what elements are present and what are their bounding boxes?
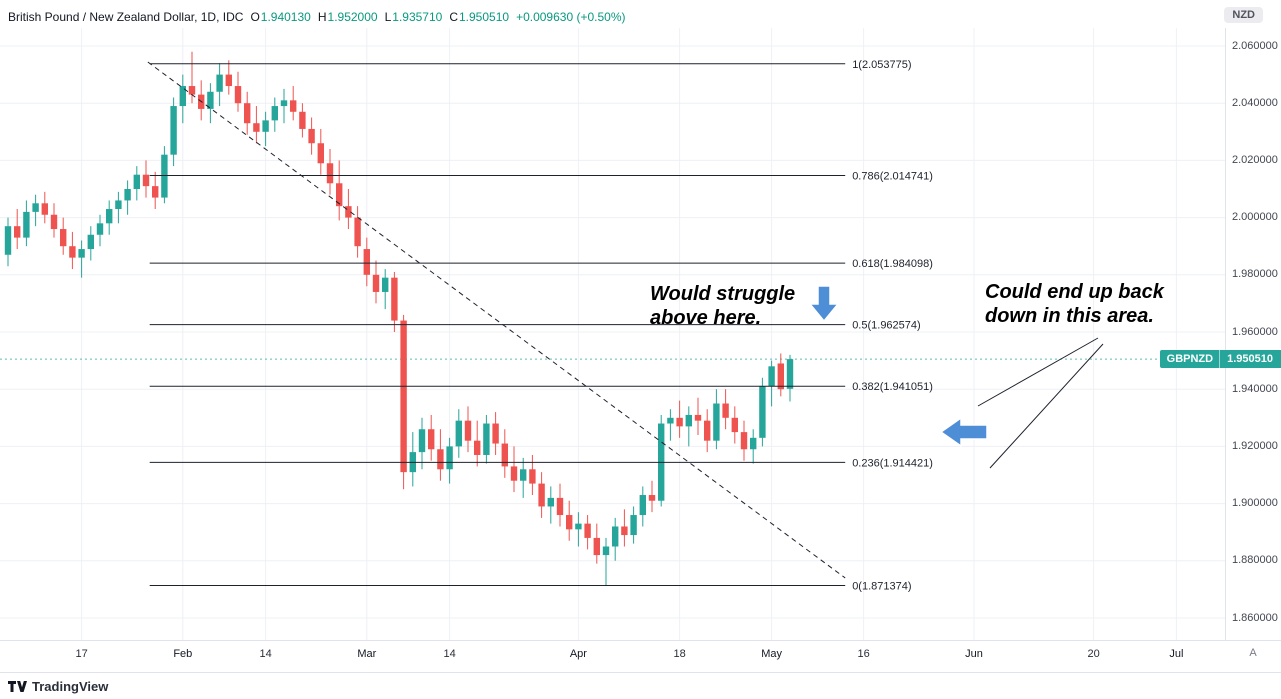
time-axis-label: 14: [443, 648, 456, 660]
fib-level-label: 0.382(1.941051): [852, 381, 933, 393]
time-axis-label: Jun: [965, 648, 983, 660]
fib-level-label: 0.786(2.014741): [852, 170, 933, 182]
price-axis-label: 1.980000: [1232, 268, 1278, 281]
time-axis-label: Feb: [173, 648, 193, 660]
note-would-struggle[interactable]: above here.: [650, 307, 761, 329]
ohlc-low: L 1.935710: [384, 10, 443, 24]
symbol-title[interactable]: British Pound / New Zealand Dollar, 1D, …: [8, 10, 244, 24]
time-axis-label: Apr: [569, 648, 587, 660]
price-axis-label: 1.940000: [1232, 382, 1278, 395]
note-could-end-up[interactable]: Could end up back: [985, 281, 1165, 303]
footer: TradingView: [0, 672, 1281, 699]
grid-layer: [0, 28, 1225, 640]
fib-retracement[interactable]: 1(2.053775) 0.786(2.014741) 0.618(1.984098…: [149, 59, 933, 593]
price-axis-label: 2.040000: [1232, 96, 1278, 109]
tradingview-logo[interactable]: [8, 679, 27, 694]
time-axis-label: Jul: [1169, 648, 1184, 660]
pointer-line[interactable]: [989, 343, 1104, 469]
price-axis-label: 2.000000: [1232, 211, 1278, 224]
chart-canvas[interactable]: 1(2.053775) 0.786(2.014741) 0.618(1.984098…: [0, 28, 1225, 640]
trendline[interactable]: [147, 61, 846, 579]
time-axis-label: Mar: [357, 648, 377, 660]
price-axis-label: 2.020000: [1232, 153, 1278, 166]
price-axis-label: 1.900000: [1232, 497, 1278, 510]
time-axis-label: 18: [673, 648, 686, 660]
time-axis[interactable]: 17 Feb 14 Mar 14 Apr 18 May 16 Jun 20 Jul: [0, 640, 1281, 672]
brand-name[interactable]: TradingView: [32, 678, 109, 694]
fib-level-label: 1(2.053775): [852, 59, 911, 71]
ohlc-close: C 1.950510: [449, 10, 510, 24]
price-axis-label: 2.060000: [1232, 39, 1278, 52]
price-axis-label: 1.880000: [1232, 554, 1278, 567]
pointer-line[interactable]: [977, 337, 1099, 407]
time-axis-label: 16: [857, 648, 870, 660]
price-tag-symbol: GBPNZD: [1159, 350, 1221, 369]
chart-legend: British Pound / New Zealand Dollar, 1D, …: [8, 8, 625, 26]
left-arrow-icon[interactable]: [939, 416, 988, 448]
price-axis-label: 1.960000: [1232, 325, 1278, 338]
down-arrow-icon[interactable]: [808, 285, 840, 323]
price-tag-value: 1.950510: [1220, 350, 1281, 369]
time-axis-label: 20: [1087, 648, 1100, 660]
last-price-tag: GBPNZD 1.950510: [1159, 350, 1281, 369]
ohlc-open: O 1.940130: [250, 10, 311, 24]
auto-scale-button[interactable]: A: [1249, 647, 1257, 659]
time-axis-label: May: [761, 648, 782, 660]
currency-badge[interactable]: NZD: [1224, 7, 1263, 23]
note-could-end-up[interactable]: down in this area.: [985, 305, 1154, 327]
time-axis-label: 17: [75, 648, 88, 660]
time-axis-label: 14: [259, 648, 272, 660]
price-axis[interactable]: 2.060000 2.040000 2.020000 2.000000 1.980000…: [1225, 28, 1281, 640]
fib-level-label: 0(1.871374): [852, 580, 911, 592]
fib-level-label: 0.618(1.984098): [852, 258, 933, 270]
change-value: +0.009630 (+0.50%): [516, 10, 626, 24]
price-axis-label: 1.920000: [1232, 439, 1278, 452]
ohlc-high: H 1.952000: [317, 10, 378, 24]
fib-level-label: 0.5(1.962574): [852, 320, 921, 332]
note-would-struggle[interactable]: Would struggle: [650, 283, 795, 305]
price-axis-label: 1.860000: [1232, 611, 1278, 624]
fib-level-label: 0.236(1.914421): [852, 457, 933, 469]
